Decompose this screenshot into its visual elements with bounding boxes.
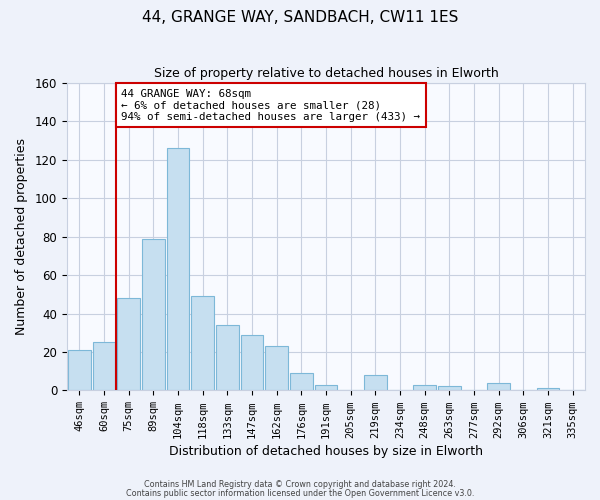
Bar — [364, 375, 386, 390]
Bar — [536, 388, 559, 390]
Bar — [142, 238, 165, 390]
Text: Contains public sector information licensed under the Open Government Licence v3: Contains public sector information licen… — [126, 488, 474, 498]
Bar — [290, 373, 313, 390]
Text: 44 GRANGE WAY: 68sqm
← 6% of detached houses are smaller (28)
94% of semi-detach: 44 GRANGE WAY: 68sqm ← 6% of detached ho… — [121, 89, 421, 122]
X-axis label: Distribution of detached houses by size in Elworth: Distribution of detached houses by size … — [169, 444, 483, 458]
Bar — [438, 386, 461, 390]
Bar — [118, 298, 140, 390]
Title: Size of property relative to detached houses in Elworth: Size of property relative to detached ho… — [154, 68, 499, 80]
Bar — [265, 346, 288, 391]
Bar — [68, 350, 91, 391]
Bar — [167, 148, 190, 390]
Bar — [314, 384, 337, 390]
Text: 44, GRANGE WAY, SANDBACH, CW11 1ES: 44, GRANGE WAY, SANDBACH, CW11 1ES — [142, 10, 458, 25]
Bar — [191, 296, 214, 390]
Bar — [92, 342, 115, 390]
Bar — [487, 382, 510, 390]
Text: Contains HM Land Registry data © Crown copyright and database right 2024.: Contains HM Land Registry data © Crown c… — [144, 480, 456, 489]
Y-axis label: Number of detached properties: Number of detached properties — [15, 138, 28, 335]
Bar — [241, 334, 263, 390]
Bar — [216, 325, 239, 390]
Bar — [413, 384, 436, 390]
